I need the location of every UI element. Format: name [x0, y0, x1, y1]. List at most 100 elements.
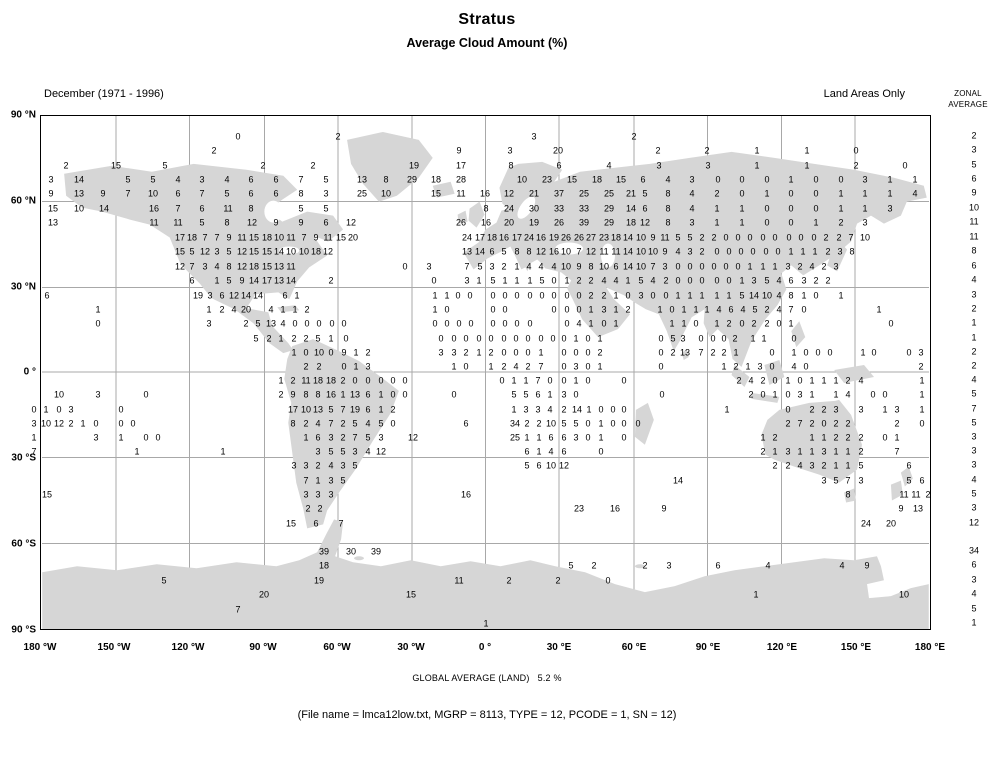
data-value: 1: [547, 389, 553, 400]
data-value: 15: [41, 489, 53, 500]
data-value: 3: [323, 188, 329, 199]
south-america: [284, 339, 399, 529]
data-value: 0: [95, 318, 101, 329]
antarctica: [42, 519, 929, 629]
data-value: 18: [186, 232, 198, 243]
data-value: 3: [464, 275, 470, 286]
data-value: 1: [353, 347, 359, 358]
data-value: 4: [748, 375, 754, 386]
data-value: 0: [390, 389, 396, 400]
data-value: 0: [463, 333, 469, 344]
data-value: 0: [573, 347, 579, 358]
data-value: 18: [312, 375, 324, 386]
data-value: 0: [527, 318, 533, 329]
data-value: 5: [224, 188, 230, 199]
data-value: 20: [503, 217, 515, 228]
data-value: 2: [760, 375, 766, 386]
data-value: 0: [488, 333, 494, 344]
data-value: 1: [809, 432, 815, 443]
new-zealand-south: [890, 480, 903, 501]
data-value: 0: [490, 304, 496, 315]
data-value: 15: [174, 246, 186, 257]
data-value: 33: [553, 203, 565, 214]
data-value: 0: [813, 188, 819, 199]
data-value: 4: [776, 304, 782, 315]
data-value: 0: [502, 290, 508, 301]
data-value: 0: [726, 275, 732, 286]
data-value: 9: [662, 246, 668, 257]
data-value: 0: [882, 389, 888, 400]
data-value: 3: [887, 203, 893, 214]
data-value: 4: [268, 304, 274, 315]
data-value: 2: [925, 489, 931, 500]
data-value: 8: [290, 418, 296, 429]
data-value: 3: [507, 145, 513, 156]
data-value: 6: [323, 217, 329, 228]
data-value: 19: [408, 160, 420, 171]
data-value: 3: [68, 404, 74, 415]
lon-tick-label: 180 °W: [23, 642, 57, 653]
data-value: 14: [622, 232, 634, 243]
data-value: 2: [825, 246, 831, 257]
data-value: 2: [588, 275, 594, 286]
data-value: 3: [680, 333, 686, 344]
data-value: 1: [764, 188, 770, 199]
data-value: 0: [788, 188, 794, 199]
data-value: 0: [431, 275, 437, 286]
data-value: 5: [501, 246, 507, 257]
data-value: 1: [278, 333, 284, 344]
data-value: 6: [613, 261, 619, 272]
land-areas-label: Land Areas Only: [823, 88, 905, 100]
data-value: 0: [723, 232, 729, 243]
lon-tick-label: 180 °E: [914, 642, 946, 653]
data-value: 12: [503, 188, 515, 199]
data-value: 5: [638, 275, 644, 286]
data-value: 1: [750, 333, 756, 344]
data-value: 0: [402, 261, 408, 272]
data-value: 0: [714, 275, 720, 286]
data-value: 18: [261, 232, 273, 243]
data-value: 5: [315, 333, 321, 344]
zonal-average-value: 5: [971, 488, 977, 499]
data-value: 1: [714, 318, 720, 329]
data-value: 1: [804, 160, 810, 171]
data-value: 0: [813, 174, 819, 185]
data-value: 2: [704, 145, 710, 156]
zonal-average-value: 34: [968, 545, 980, 556]
data-value: 1: [699, 290, 705, 301]
zonal-average-value: 4: [971, 274, 977, 285]
data-value: 2: [797, 261, 803, 272]
data-value: 1: [511, 375, 517, 386]
data-value: 8: [248, 203, 254, 214]
data-value: 1: [681, 318, 687, 329]
data-value: 3: [93, 432, 99, 443]
data-value: 0: [687, 275, 693, 286]
data-value: 4: [538, 261, 544, 272]
data-value: 0: [561, 361, 567, 372]
data-value: 5: [226, 275, 232, 286]
data-value: 15: [47, 203, 59, 214]
data-value: 2: [809, 418, 815, 429]
data-value: 1: [772, 446, 778, 457]
data-value: 11: [454, 575, 464, 586]
data-value: 0: [797, 375, 803, 386]
data-value: 4: [689, 188, 695, 199]
data-value: 0: [698, 333, 704, 344]
data-value: 13: [273, 275, 285, 286]
data-value: 7: [175, 203, 181, 214]
data-value: 13: [273, 261, 285, 272]
data-value: 14: [748, 290, 760, 301]
data-value: 1: [801, 290, 807, 301]
chart-title: Stratus: [458, 11, 516, 28]
data-value: 1: [882, 404, 888, 415]
south-shetland-islands: [92, 572, 102, 577]
data-value: 7: [788, 304, 794, 315]
data-value: 39: [318, 546, 330, 557]
data-value: 0: [564, 318, 570, 329]
data-value: 3: [523, 404, 529, 415]
data-value: 12: [407, 432, 419, 443]
data-value: 0: [699, 275, 705, 286]
data-value: 2: [655, 145, 661, 156]
data-value: 5: [150, 174, 156, 185]
data-value: 9: [898, 503, 904, 514]
